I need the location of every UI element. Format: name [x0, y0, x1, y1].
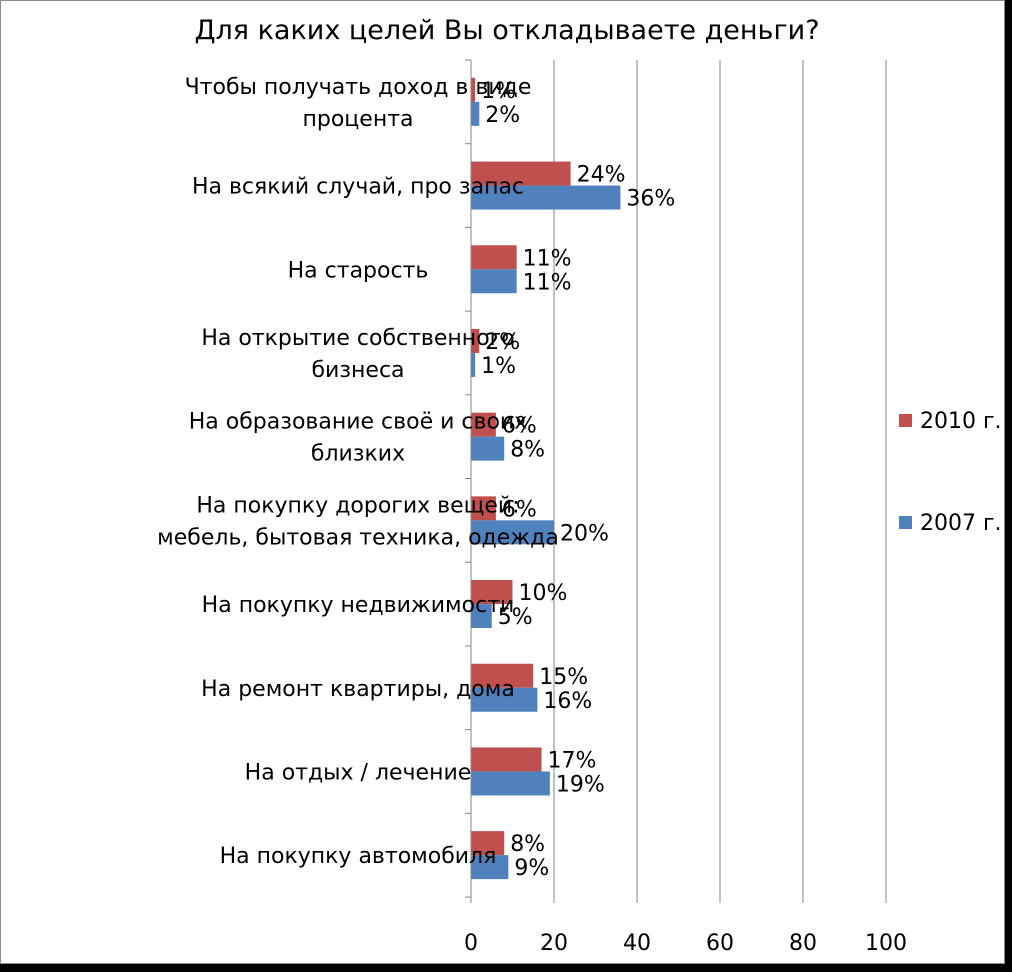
- x-tick-label: 40: [623, 931, 651, 956]
- data-label: 19%: [556, 772, 605, 797]
- legend-label: 2010 г.: [920, 409, 1002, 434]
- x-tick-label: 60: [706, 931, 734, 956]
- category-label: На покупку автомобиля: [220, 844, 497, 869]
- category-label: бизнеса: [311, 358, 404, 383]
- bar: [471, 245, 517, 270]
- data-label: 1%: [481, 79, 516, 104]
- bar: [471, 580, 513, 605]
- bar: [471, 496, 496, 521]
- x-tick-label: 20: [540, 931, 568, 956]
- bar: [471, 436, 505, 461]
- data-label: 8%: [510, 438, 545, 463]
- bar: [471, 747, 542, 772]
- data-label: 36%: [626, 187, 675, 212]
- category-label: На образование своё и своих: [189, 410, 528, 435]
- data-label: 10%: [519, 581, 568, 606]
- legend: 2010 г. 2007 г.: [899, 409, 1002, 536]
- category-label: На покупку недвижимости: [202, 593, 515, 618]
- data-label: 20%: [560, 521, 609, 546]
- data-label: 17%: [548, 748, 597, 773]
- bar: [471, 101, 480, 126]
- x-tick-label: 0: [464, 931, 478, 956]
- bar: [471, 352, 476, 377]
- data-label: 2%: [485, 103, 520, 128]
- data-label: 24%: [577, 163, 626, 188]
- data-label: 9%: [514, 856, 549, 881]
- bar: [471, 604, 492, 629]
- bar: [471, 185, 621, 210]
- category-label: близких: [311, 442, 405, 467]
- data-label: 11%: [523, 246, 572, 271]
- x-tick-label: 80: [789, 931, 817, 956]
- category-label: На старость: [288, 258, 429, 283]
- data-label: 11%: [523, 270, 572, 295]
- category-label: На отдых / лечение: [245, 760, 472, 785]
- data-label: 15%: [539, 665, 588, 690]
- category-label: процента: [303, 107, 414, 132]
- category-label: Чтобы получать доход в виде: [185, 75, 532, 100]
- category-label: мебель, бытовая техника, одежда: [157, 525, 559, 550]
- bar: [471, 831, 505, 856]
- bars: [471, 77, 621, 880]
- legend-swatch: [899, 516, 912, 529]
- data-label: 6%: [502, 497, 537, 522]
- bar: [471, 855, 509, 880]
- data-label: 8%: [510, 832, 545, 857]
- category-label: На ремонт квартиры, дома: [201, 677, 515, 702]
- data-label: 16%: [543, 689, 592, 714]
- legend-swatch: [899, 414, 912, 427]
- x-tick-label: 100: [865, 931, 907, 956]
- data-label: 2%: [485, 330, 520, 355]
- bar: [471, 328, 480, 353]
- bar: [471, 687, 538, 712]
- bar: [471, 269, 517, 294]
- category-label: На покупку дорогих вещей:: [196, 493, 519, 518]
- bar: [471, 520, 554, 545]
- axes: [465, 59, 887, 903]
- category-label: На всякий случай, про запас: [192, 175, 524, 200]
- chart-title: Для каких целей Вы откладываете деньги?: [194, 15, 820, 46]
- data-label: 5%: [498, 605, 533, 630]
- bar: [471, 161, 571, 186]
- data-label: 6%: [502, 414, 537, 439]
- gridlines: [553, 60, 887, 897]
- category-label: На открытие собственного: [201, 326, 514, 351]
- data-label: 1%: [481, 354, 516, 379]
- bar: [471, 771, 550, 796]
- legend-label: 2007 г.: [920, 511, 1002, 536]
- bar: [471, 663, 534, 688]
- bar: [471, 412, 496, 437]
- bar: [471, 77, 476, 102]
